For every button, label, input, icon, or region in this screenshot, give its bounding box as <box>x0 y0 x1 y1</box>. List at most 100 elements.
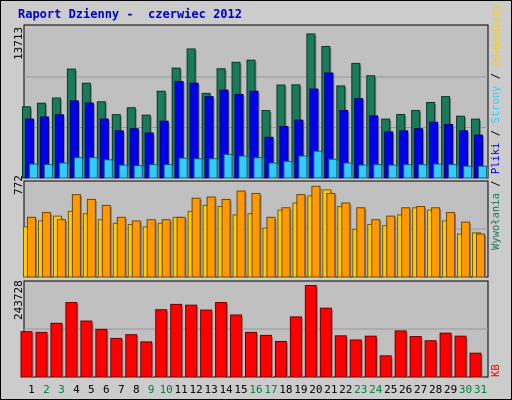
panel3-kb-bar <box>125 334 138 378</box>
panel3-kb-bar <box>35 331 48 378</box>
x-tick-label: 26 <box>399 383 412 396</box>
panel3-kb-bar <box>439 332 452 378</box>
x-tick-label: 7 <box>118 383 125 396</box>
panel2-lokalizacje-bar <box>251 192 261 278</box>
panel3-kb-bar <box>170 303 183 378</box>
panel1-strony-bar <box>328 158 338 179</box>
x-tick-label: 20 <box>309 383 322 396</box>
x-tick-label: 12 <box>190 383 203 396</box>
panel2-lokalizacje-bar <box>146 219 156 278</box>
panel1-strony-bar <box>448 164 458 179</box>
panel1-strony-bar <box>463 165 473 179</box>
x-tick-label: 29 <box>444 383 457 396</box>
panel2-lokalizacje-bar <box>476 233 486 278</box>
panel1-strony-bar <box>478 165 488 179</box>
panel3-kb-bar <box>409 336 422 378</box>
panel3-kb-bar <box>20 331 33 378</box>
x-tick-label: 23 <box>354 383 367 396</box>
panel2-lokalizacje-bar <box>56 219 66 278</box>
panel1-strony-bar <box>358 164 368 179</box>
panel2-lokalizacje-bar <box>71 194 81 278</box>
x-tick-label: 28 <box>429 383 442 396</box>
panel3-kb-bar <box>245 331 257 378</box>
panel3-kb-bar <box>454 335 467 378</box>
panel1-strony-bar <box>103 159 113 179</box>
x-tick-label: 2 <box>43 383 50 396</box>
panel2-lokalizacje-bar <box>401 207 411 278</box>
panel3-kb-bar <box>349 339 362 378</box>
panel1-strony-bar <box>178 157 188 179</box>
panel2-lokalizacje-bar <box>221 198 231 278</box>
panel1-strony-bar <box>43 164 53 179</box>
x-tick-label: 5 <box>88 383 95 396</box>
x-tick-label: 1 <box>28 383 35 396</box>
panel1-strony-bar <box>283 160 293 179</box>
x-tick-label: 31 <box>474 383 487 396</box>
panel3-kb-bar <box>379 355 392 378</box>
panel1-strony-bar <box>223 153 233 179</box>
x-tick-label: 18 <box>279 383 292 396</box>
panel1-strony-bar <box>313 150 323 179</box>
panel3-kb-bar <box>394 330 407 378</box>
panel1-strony-bar <box>193 158 203 179</box>
panel2-lokalizacje-bar <box>416 206 426 278</box>
panel3-kb-bar <box>289 316 302 378</box>
panel1-strony-bar <box>343 162 353 179</box>
panel3-kb-bar <box>259 334 272 378</box>
panel3-kb-bar <box>110 337 123 378</box>
x-tick-label: 21 <box>324 383 337 396</box>
panel2-lokalizacje-bar <box>176 216 186 278</box>
x-tick-label: 19 <box>294 383 307 396</box>
x-tick-label: 22 <box>339 383 352 396</box>
x-tick-label: 17 <box>264 383 277 396</box>
x-tick-label: 30 <box>459 383 472 396</box>
panel2-lokalizacje-bar <box>206 196 216 278</box>
panel2-lokalizacje-bar <box>446 212 456 278</box>
panel1-strony-bar <box>73 157 83 179</box>
x-tick-label: 14 <box>219 383 233 396</box>
panel2-lokalizacje-bar <box>266 216 276 278</box>
panel2-lokalizacje-bar <box>281 207 291 278</box>
x-tick-label: 13 <box>204 383 217 396</box>
x-tick-label: 11 <box>175 383 188 396</box>
panel1-strony-bar <box>118 164 128 179</box>
panel2-lokalizacje-bar <box>371 219 381 278</box>
panel2-lokalizacje-bar <box>461 221 471 278</box>
panel2-lokalizacje-bar <box>116 216 126 278</box>
panel3-kb-bar <box>304 284 317 378</box>
panel2-lokalizacje-bar <box>191 197 201 278</box>
panel1-strony-bar <box>238 155 248 179</box>
panel3-kb-bar <box>65 302 78 378</box>
panel2-lokalizacje-bar <box>131 220 141 278</box>
panel3-kb-bar <box>95 328 108 378</box>
panel2-lokalizacje-bar <box>341 202 351 278</box>
x-tick-label: 27 <box>414 383 427 396</box>
panel3-kb-bar <box>364 335 377 378</box>
panel2-lokalizacje-bar <box>161 219 171 278</box>
panel1-strony-bar <box>148 164 158 179</box>
panel1-strony-bar <box>373 164 383 179</box>
x-tick-label: 24 <box>369 383 383 396</box>
panel3-kb-bar <box>140 341 153 378</box>
panel1-strony-bar <box>208 158 218 179</box>
panel3-kb-bar <box>230 314 243 378</box>
x-tick-label: 4 <box>73 383 80 396</box>
panel3-kb-bar <box>50 322 63 378</box>
panel3-kb-bar <box>215 302 228 378</box>
chart-title: Raport Dzienny - czerwiec 2012 <box>18 7 242 21</box>
panel3-kb-bar <box>274 340 287 378</box>
panel1-strony-bar <box>298 155 308 179</box>
panel2-lokalizacje-bar <box>26 216 36 278</box>
panel1-strony-bar <box>163 164 173 179</box>
x-tick-label: 10 <box>160 383 173 396</box>
x-tick-label: 3 <box>58 383 65 396</box>
panel2-lokalizacje-bar <box>431 207 441 278</box>
panel2-lokalizacje-bar <box>86 198 96 278</box>
panel3-kb-bar <box>319 307 332 378</box>
panel1-strony-bar <box>133 165 143 179</box>
x-tick-label: 6 <box>103 383 110 396</box>
panel1-strony-bar <box>253 157 263 179</box>
panel2-lokalizacje-bar <box>101 204 111 278</box>
panel2-lokalizacje-bar <box>386 215 396 278</box>
